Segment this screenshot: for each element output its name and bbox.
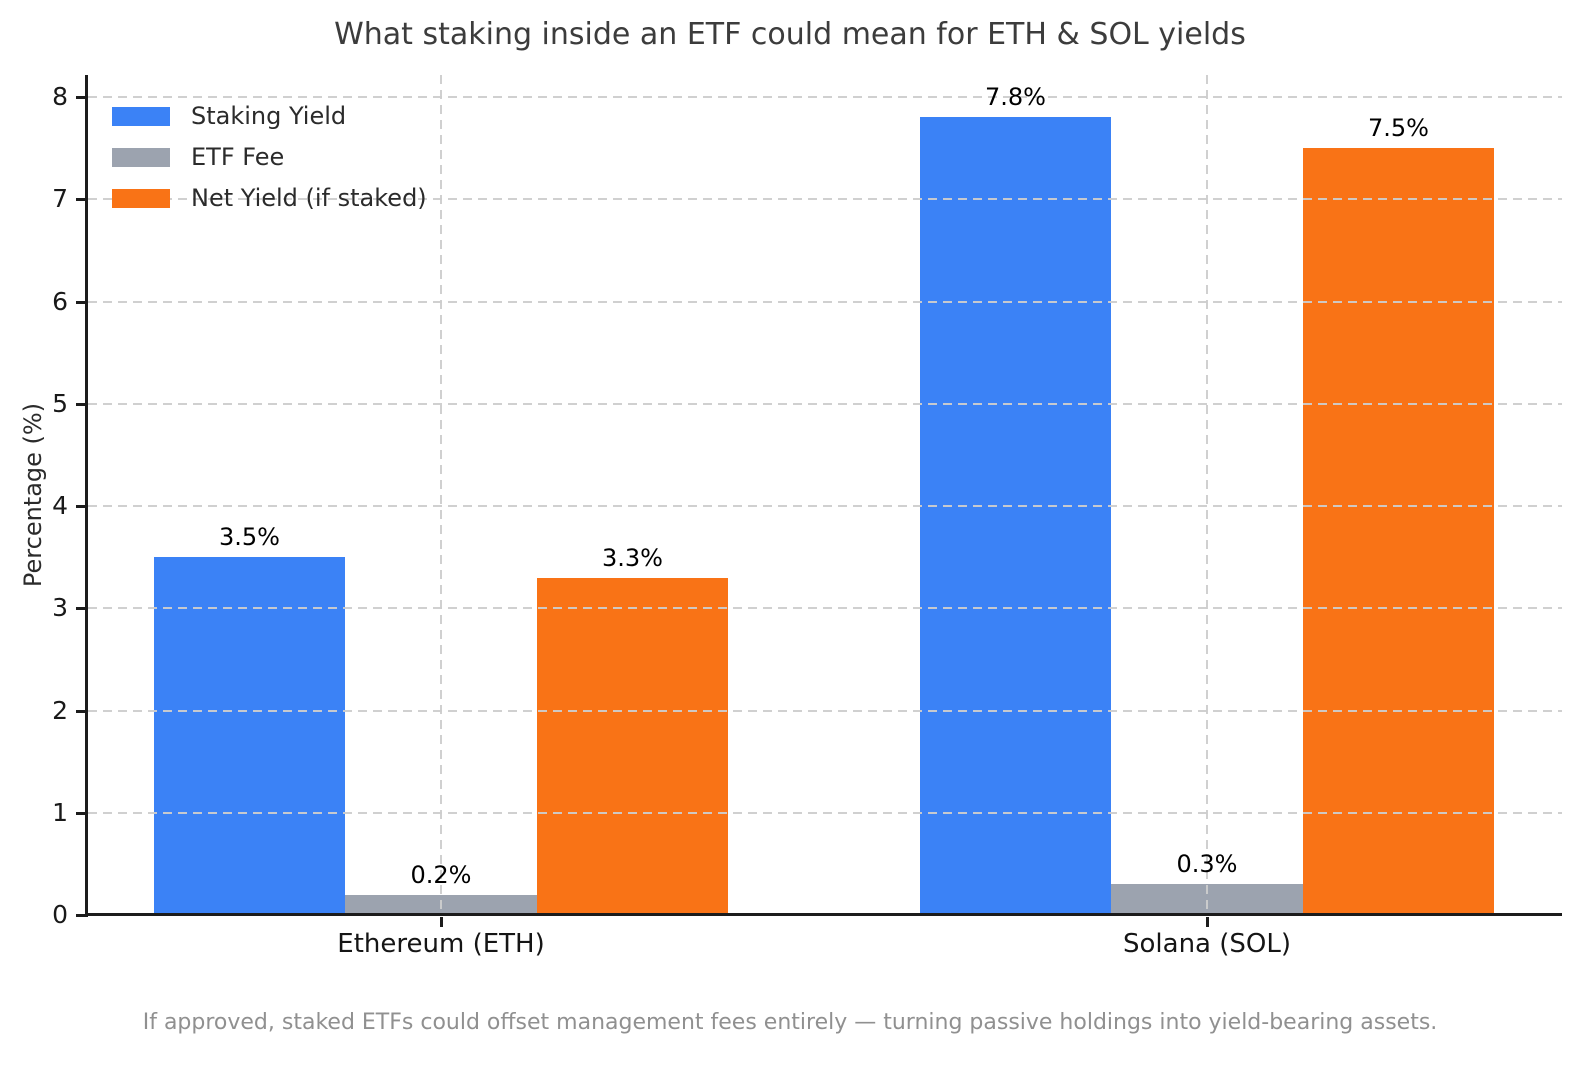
bar-net-yield-if-staked xyxy=(1302,148,1495,915)
gridline-horizontal xyxy=(88,709,1562,712)
gridline-vertical xyxy=(440,75,442,915)
chart-title: What staking inside an ETF could mean fo… xyxy=(334,17,1246,52)
gridline-horizontal xyxy=(88,96,1562,98)
bar-value-label: 7.5% xyxy=(1368,114,1429,143)
y-tick-mark xyxy=(76,198,88,202)
bar-value-label: 7.8% xyxy=(985,83,1046,112)
bar-staking-yield xyxy=(919,117,1112,915)
y-tick-label: 2 xyxy=(52,695,68,725)
y-tick-mark xyxy=(76,300,88,304)
legend: Staking Yield ETF Fee Net Yield (if staked… xyxy=(112,102,427,225)
y-axis-title: Percentage (%) xyxy=(19,402,47,588)
y-tick-label: 7 xyxy=(52,184,68,214)
y-tick-label: 8 xyxy=(52,82,68,111)
y-tick-label: 6 xyxy=(52,286,68,316)
legend-label: Net Yield (if staked) xyxy=(191,184,427,212)
bar-staking-yield xyxy=(153,557,346,915)
bar-net-yield-if-staked xyxy=(536,577,729,915)
legend-item: Net Yield (if staked) xyxy=(112,184,427,212)
y-tick-mark xyxy=(76,811,88,815)
gridline-horizontal xyxy=(88,505,1562,507)
legend-label: Staking Yield xyxy=(191,102,347,130)
x-axis-category-label: Ethereum (ETH) xyxy=(337,929,545,959)
gridline-horizontal xyxy=(88,402,1562,405)
gridline-horizontal xyxy=(88,811,1562,814)
x-axis-category-label: Solana (SOL) xyxy=(1123,929,1291,959)
gridline-horizontal xyxy=(88,300,1562,303)
caption: If approved, staked ETFs could offset ma… xyxy=(142,1010,1438,1035)
gridline-vertical xyxy=(1206,75,1208,915)
x-tick-mark xyxy=(1206,917,1209,927)
bar-value-label: 0.2% xyxy=(410,860,472,889)
legend-label: ETF Fee xyxy=(191,143,285,171)
y-tick-mark xyxy=(76,607,88,611)
bar-value-label: 0.3% xyxy=(1176,850,1238,879)
y-tick-label: 5 xyxy=(52,388,68,418)
legend-swatch xyxy=(112,106,170,126)
y-tick-mark xyxy=(76,96,88,99)
y-tick-label: 0 xyxy=(52,900,68,929)
x-axis-spine xyxy=(85,913,1562,916)
bar-value-label: 3.5% xyxy=(219,523,280,552)
legend-swatch xyxy=(112,188,170,208)
gridline-horizontal xyxy=(88,198,1562,201)
legend-item: Staking Yield xyxy=(112,102,427,130)
bar-value-label: 3.3% xyxy=(602,543,663,572)
y-tick-mark xyxy=(76,914,88,917)
gridline-horizontal xyxy=(88,607,1562,610)
legend-swatch xyxy=(112,147,170,167)
legend-item: ETF Fee xyxy=(112,143,427,171)
y-tick-label: 4 xyxy=(52,491,68,520)
y-tick-label: 1 xyxy=(52,797,68,827)
plot-area: 3.5% 7.8% 0.2% 0.3% 3.3% 7.5% 0 1 2 3 4 5 6 7 8 Ethereu… xyxy=(52,75,1562,959)
x-tick-mark xyxy=(440,917,443,927)
y-tick-mark xyxy=(76,709,88,713)
y-tick-label: 3 xyxy=(52,593,68,623)
y-axis-spine xyxy=(85,75,88,916)
y-tick-mark xyxy=(76,402,88,406)
y-tick-mark xyxy=(76,505,88,508)
